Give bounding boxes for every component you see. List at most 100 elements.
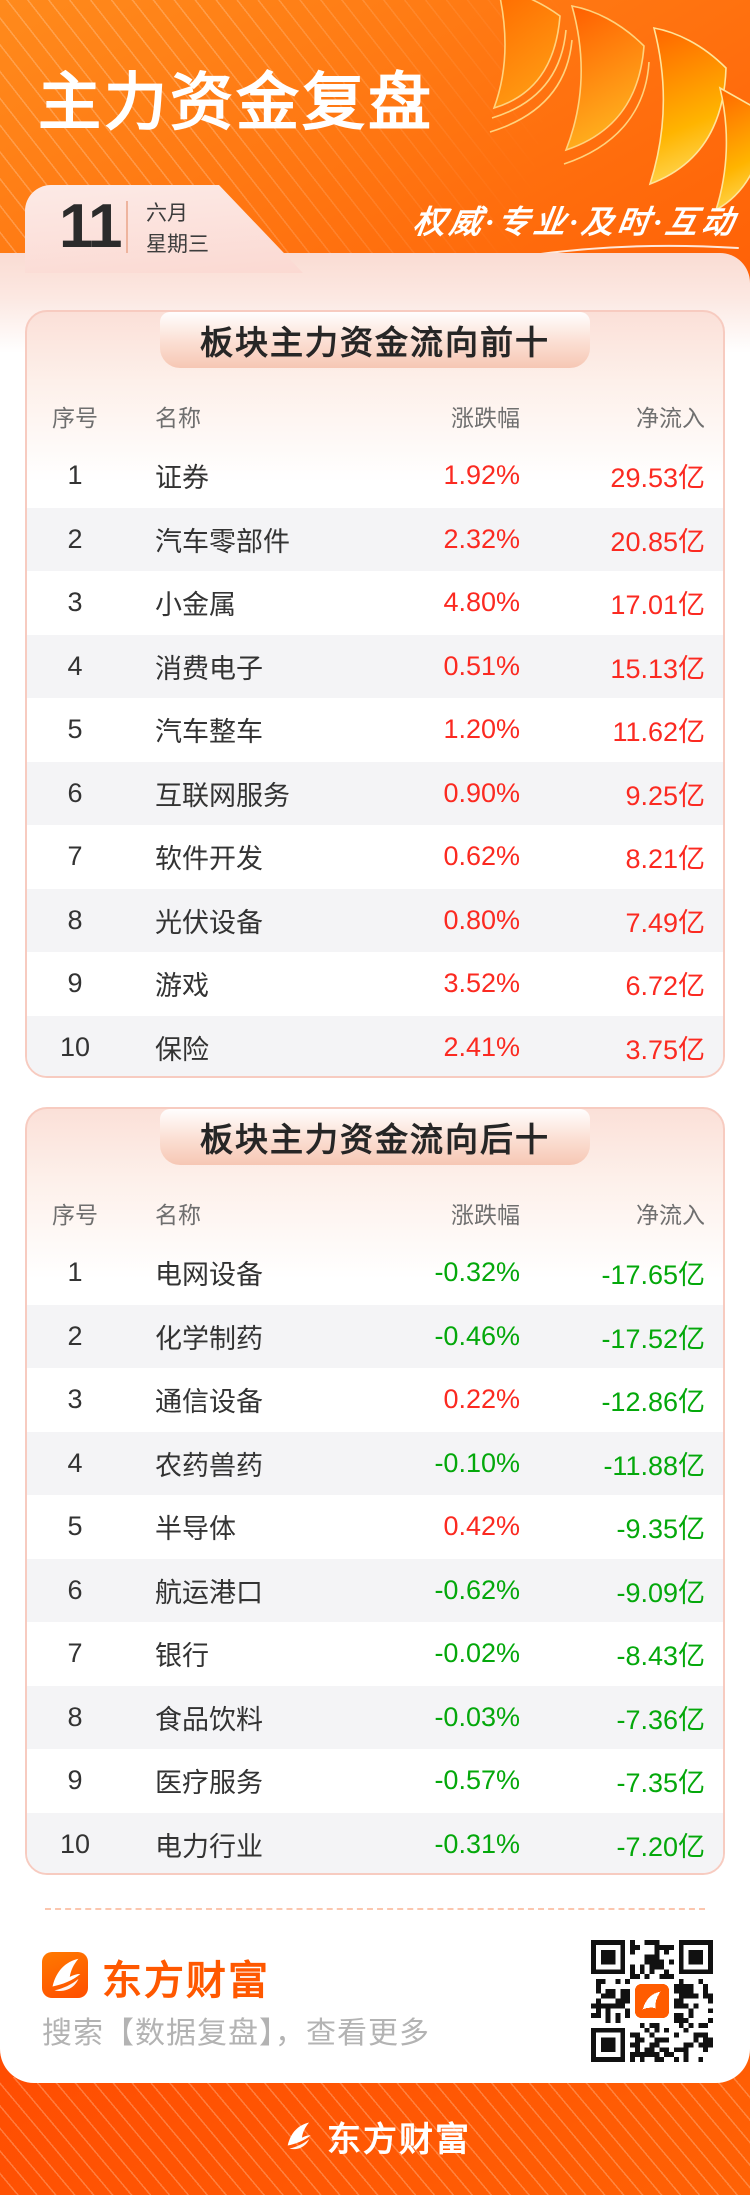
row-net: -17.65亿	[601, 1260, 705, 1291]
bottom-brand: 东方财富	[0, 2112, 750, 2160]
eastmoney-sail-icon	[287, 2122, 311, 2150]
table-header: 序号 名称 涨跌幅 净流入	[27, 1185, 723, 1241]
bottom-brand-name: 东方财富	[327, 2120, 471, 2159]
inflow-top10-card: 板块主力资金流向前十 序号 名称 涨跌幅 净流入 1 证券 1.92% 29.5…	[25, 310, 725, 1078]
row-net: 8.21亿	[625, 844, 705, 875]
qr-code	[591, 1940, 713, 2062]
table-row: 3 小金属 4.80% 17.01亿	[27, 571, 723, 635]
inflow-card-title: 板块主力资金流向前十	[160, 312, 590, 368]
table-row: 10 电力行业 -0.31% -7.20亿	[27, 1812, 723, 1873]
row-name: 医疗服务	[155, 1768, 263, 1799]
row-index: 10	[59, 1828, 91, 1859]
row-index: 7	[67, 1638, 83, 1669]
row-change: -0.62%	[434, 1574, 520, 1605]
row-name: 汽车整车	[155, 717, 263, 748]
col-header-name: 名称	[155, 1202, 201, 1228]
date-divider	[126, 201, 128, 253]
row-change: -0.02%	[434, 1638, 520, 1669]
col-header-index: 序号	[52, 405, 98, 431]
row-change: -0.10%	[434, 1447, 520, 1478]
row-net: 11.62亿	[612, 717, 705, 748]
row-name: 消费电子	[155, 653, 263, 684]
row-change: 3.52%	[443, 968, 520, 999]
table-row: 5 半导体 0.42% -9.35亿	[27, 1495, 723, 1559]
table-row: 4 农药兽药 -0.10% -11.88亿	[27, 1431, 723, 1495]
diagonal-stripes-bottom	[0, 2077, 750, 2195]
row-net: 6.72亿	[625, 971, 705, 1002]
row-net: -9.35亿	[616, 1514, 705, 1545]
row-net: -11.88亿	[603, 1450, 705, 1481]
row-change: 2.32%	[443, 523, 520, 554]
col-header-name: 名称	[155, 405, 201, 431]
row-index: 6	[67, 1574, 83, 1605]
row-index: 8	[67, 1701, 83, 1732]
row-index: 9	[67, 968, 83, 999]
table-rows: 1 证券 1.92% 29.53亿 2 汽车零部件 2.32% 20.85亿 3…	[27, 444, 723, 1076]
row-index: 10	[59, 1031, 91, 1062]
row-name: 光伏设备	[155, 907, 263, 938]
row-change: 1.20%	[443, 714, 520, 745]
row-change: -0.46%	[434, 1320, 520, 1351]
row-name: 通信设备	[155, 1387, 263, 1418]
row-change: 1.92%	[443, 460, 520, 491]
row-net: -7.35亿	[616, 1768, 705, 1799]
row-name: 汽车零部件	[155, 526, 290, 557]
row-index: 2	[67, 1320, 83, 1351]
row-name: 农药兽药	[155, 1450, 263, 1481]
table-row: 2 化学制药 -0.46% -17.52亿	[27, 1304, 723, 1368]
row-change: -0.32%	[434, 1257, 520, 1288]
row-name: 银行	[155, 1641, 209, 1672]
col-header-index: 序号	[52, 1202, 98, 1228]
row-change: -0.57%	[434, 1765, 520, 1796]
brand-slogan: 权威·专业·及时·互动	[411, 204, 741, 240]
dashed-divider	[45, 1908, 705, 1910]
table-row: 9 游戏 3.52% 6.72亿	[27, 952, 723, 1016]
row-index: 3	[67, 587, 83, 618]
row-change: 0.42%	[443, 1511, 520, 1542]
table-rows: 1 电网设备 -0.32% -17.65亿 2 化学制药 -0.46% -17.…	[27, 1241, 723, 1873]
row-name: 互联网服务	[155, 780, 290, 811]
row-name: 保险	[155, 1034, 209, 1065]
date-month: 六月	[146, 202, 188, 225]
eastmoney-sail-watermark-icon	[468, 0, 750, 238]
row-name: 航运港口	[155, 1577, 263, 1608]
row-net: -7.20亿	[616, 1831, 705, 1862]
row-net: -9.09亿	[616, 1577, 705, 1608]
row-net: 20.85亿	[610, 526, 705, 557]
row-index: 1	[67, 1257, 83, 1288]
row-name: 电网设备	[155, 1260, 263, 1291]
row-change: -0.31%	[434, 1828, 520, 1859]
search-hint-text: 搜索【数据复盘】，查看更多	[42, 2017, 430, 2050]
row-net: 7.49亿	[625, 907, 705, 938]
row-index: 9	[67, 1765, 83, 1796]
row-name: 软件开发	[155, 844, 263, 875]
table-row: 6 航运港口 -0.62% -9.09亿	[27, 1558, 723, 1622]
row-index: 8	[67, 904, 83, 935]
row-net: 15.13亿	[610, 653, 705, 684]
col-header-change: 涨跌幅	[451, 1202, 520, 1228]
row-index: 1	[67, 460, 83, 491]
row-name: 小金属	[155, 590, 236, 621]
table-row: 7 银行 -0.02% -8.43亿	[27, 1622, 723, 1686]
row-net: -17.52亿	[601, 1323, 705, 1354]
row-index: 3	[67, 1384, 83, 1415]
table-row: 1 证券 1.92% 29.53亿	[27, 444, 723, 508]
table-row: 4 消费电子 0.51% 15.13亿	[27, 634, 723, 698]
outflow-card-title: 板块主力资金流向后十	[160, 1109, 590, 1165]
row-name: 食品饮料	[155, 1704, 263, 1735]
row-name: 证券	[155, 463, 209, 494]
row-name: 化学制药	[155, 1323, 263, 1354]
table-row: 1 电网设备 -0.32% -17.65亿	[27, 1241, 723, 1305]
row-name: 电力行业	[155, 1831, 263, 1862]
row-change: 0.62%	[443, 841, 520, 872]
table-row: 5 汽车整车 1.20% 11.62亿	[27, 698, 723, 762]
row-change: 4.80%	[443, 587, 520, 618]
row-index: 6	[67, 777, 83, 808]
brand-name: 东方财富	[102, 1959, 270, 2003]
row-index: 5	[67, 1511, 83, 1542]
table-row: 2 汽车零部件 2.32% 20.85亿	[27, 507, 723, 571]
table-row: 9 医疗服务 -0.57% -7.35亿	[27, 1749, 723, 1813]
table-row: 8 食品饮料 -0.03% -7.36亿	[27, 1685, 723, 1749]
row-change: 0.51%	[443, 650, 520, 681]
row-name: 游戏	[155, 971, 209, 1002]
